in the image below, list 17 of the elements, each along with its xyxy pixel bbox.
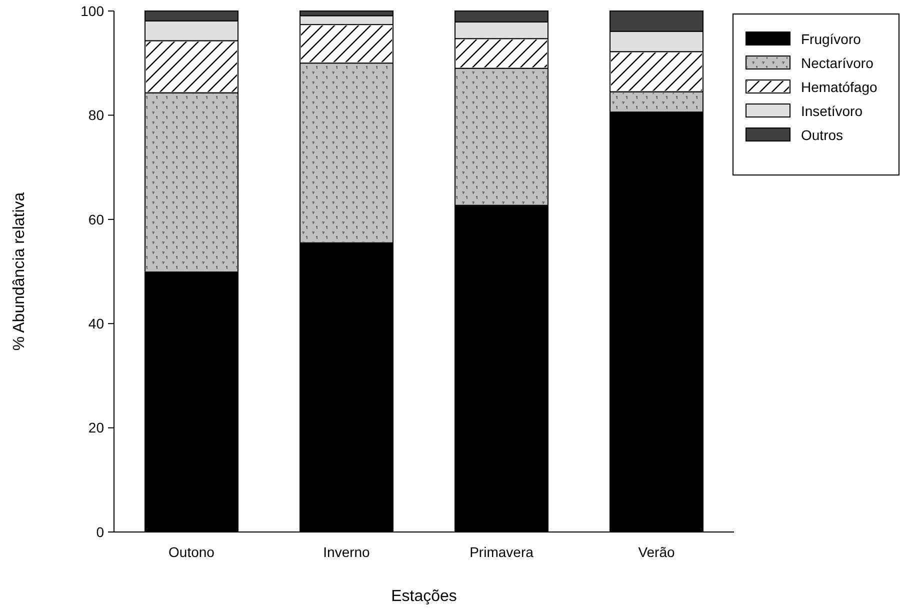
x-tick-label: Outono <box>168 544 215 560</box>
legend-label: Hematófago <box>801 78 878 95</box>
y-tick-label: 80 <box>88 107 104 124</box>
y-tick-label: 40 <box>88 316 104 332</box>
legend-label: Outros <box>801 126 844 143</box>
y-tick-label: 100 <box>80 2 104 19</box>
x-tick-label: Verão <box>638 544 676 560</box>
legend-label: Frugívoro <box>801 30 862 47</box>
y-tick-label: 0 <box>96 524 104 540</box>
legend-label: Nectarívoro <box>801 54 874 71</box>
y-axis-title: % Abundância relativa <box>11 192 28 351</box>
legend-label: Insetívoro <box>801 102 863 119</box>
x-axis-title: Estações <box>391 588 457 605</box>
y-tick-label: 60 <box>88 211 104 228</box>
x-tick-label: Primavera <box>470 544 534 560</box>
y-tick-label: 20 <box>88 420 104 436</box>
x-tick-label: Inverno <box>323 544 370 560</box>
